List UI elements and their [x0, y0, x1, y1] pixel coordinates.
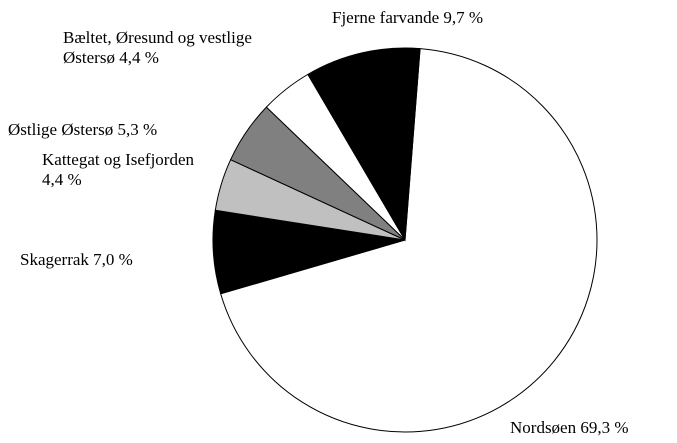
category-name: Bæltet, Øresund og vestlige Østersø [63, 28, 252, 67]
pie-slice [307, 47, 421, 242]
value-label: 9,7 % [443, 8, 484, 27]
category-name: Østlige Østersø [8, 120, 114, 139]
slice-label: Østlige Østersø 5,3 % [8, 120, 238, 140]
value-label: 7,0 % [93, 250, 133, 269]
slice-label: Fjerne farvande 9,7 % [332, 8, 572, 28]
slice-label: Skagerrak 7,0 % [20, 250, 220, 270]
value-label: 4,4 % [42, 170, 82, 189]
category-name: Kattegat og Isefjorden [42, 150, 194, 169]
slice-label: Nordsøen 69,3 % [510, 418, 677, 438]
category-name: Nordsøen [510, 418, 577, 437]
value-label: 4,4 % [119, 48, 159, 67]
value-label: 69,3 % [580, 418, 629, 437]
category-name: Fjerne farvande [332, 8, 440, 27]
slice-label: Bæltet, Øresund og vestlige Østersø 4,4 … [63, 28, 283, 68]
value-label: 5,3 % [117, 120, 158, 139]
pie-slice [220, 48, 598, 433]
slice-label: Kattegat og Isefjorden 4,4 % [42, 150, 202, 190]
category-name: Skagerrak [20, 250, 89, 269]
